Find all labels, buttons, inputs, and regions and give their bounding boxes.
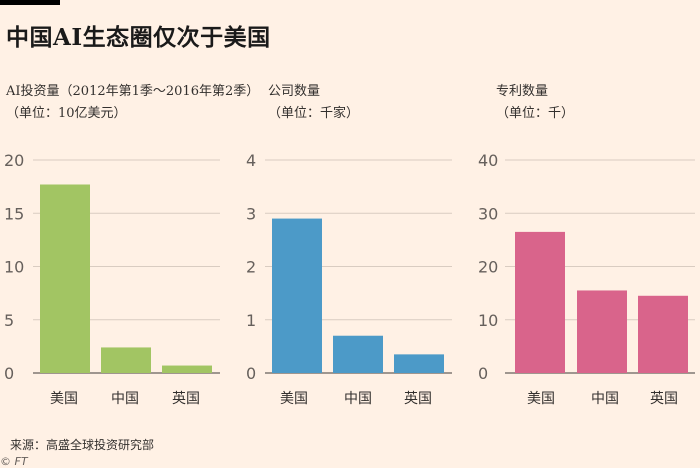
category-label: 英国 xyxy=(404,390,432,407)
y-tick-label: 0 xyxy=(478,364,488,383)
panel-title-patents: 专利数量 xyxy=(496,84,549,99)
panel-subtitle-patents: （单位：千） xyxy=(496,106,575,121)
bar xyxy=(333,335,383,373)
y-tick-label: 10 xyxy=(478,311,498,330)
brand-bar xyxy=(0,0,60,5)
bar xyxy=(272,218,322,373)
category-label: 英国 xyxy=(172,390,200,407)
bar xyxy=(40,184,90,373)
source-note: 来源：高盛全球投资研究部 xyxy=(10,438,155,452)
category-label: 美国 xyxy=(50,391,78,407)
y-tick-label: 10 xyxy=(4,258,24,277)
category-label: 中国 xyxy=(111,391,139,407)
bar xyxy=(101,347,151,373)
panel-subtitle-investment: （单位：10亿美元） xyxy=(6,106,127,121)
bar xyxy=(394,354,444,373)
category-label: 英国 xyxy=(650,390,678,407)
y-tick-label: 15 xyxy=(4,204,24,223)
y-tick-label: 5 xyxy=(4,311,14,330)
bar xyxy=(162,365,212,373)
y-tick-label: 1 xyxy=(246,311,256,330)
y-tick-label: 20 xyxy=(4,151,24,170)
panel-subtitle-companies: （单位：千家） xyxy=(268,106,360,121)
y-tick-label: 3 xyxy=(246,204,256,223)
category-label: 中国 xyxy=(344,391,372,407)
y-tick-label: 20 xyxy=(478,258,498,277)
category-label: 美国 xyxy=(527,391,555,407)
y-tick-label: 2 xyxy=(246,258,256,277)
panel-title-companies: 公司数量 xyxy=(268,84,321,99)
panel-title-investment: AI投资量（2012年第1季～2016年第2季） xyxy=(6,84,260,99)
bar xyxy=(638,295,688,373)
page-title: 中国AI生态圈仅次于美国 xyxy=(6,24,271,51)
y-tick-label: 4 xyxy=(246,151,256,170)
category-label: 中国 xyxy=(591,391,619,407)
category-label: 美国 xyxy=(280,391,308,407)
bar xyxy=(515,231,565,373)
ft-credit: © FT xyxy=(0,455,28,468)
y-tick-label: 40 xyxy=(478,151,498,170)
bar xyxy=(577,290,627,373)
y-tick-label: 30 xyxy=(478,204,498,223)
y-tick-label: 0 xyxy=(4,364,14,383)
y-tick-label: 0 xyxy=(246,364,256,383)
